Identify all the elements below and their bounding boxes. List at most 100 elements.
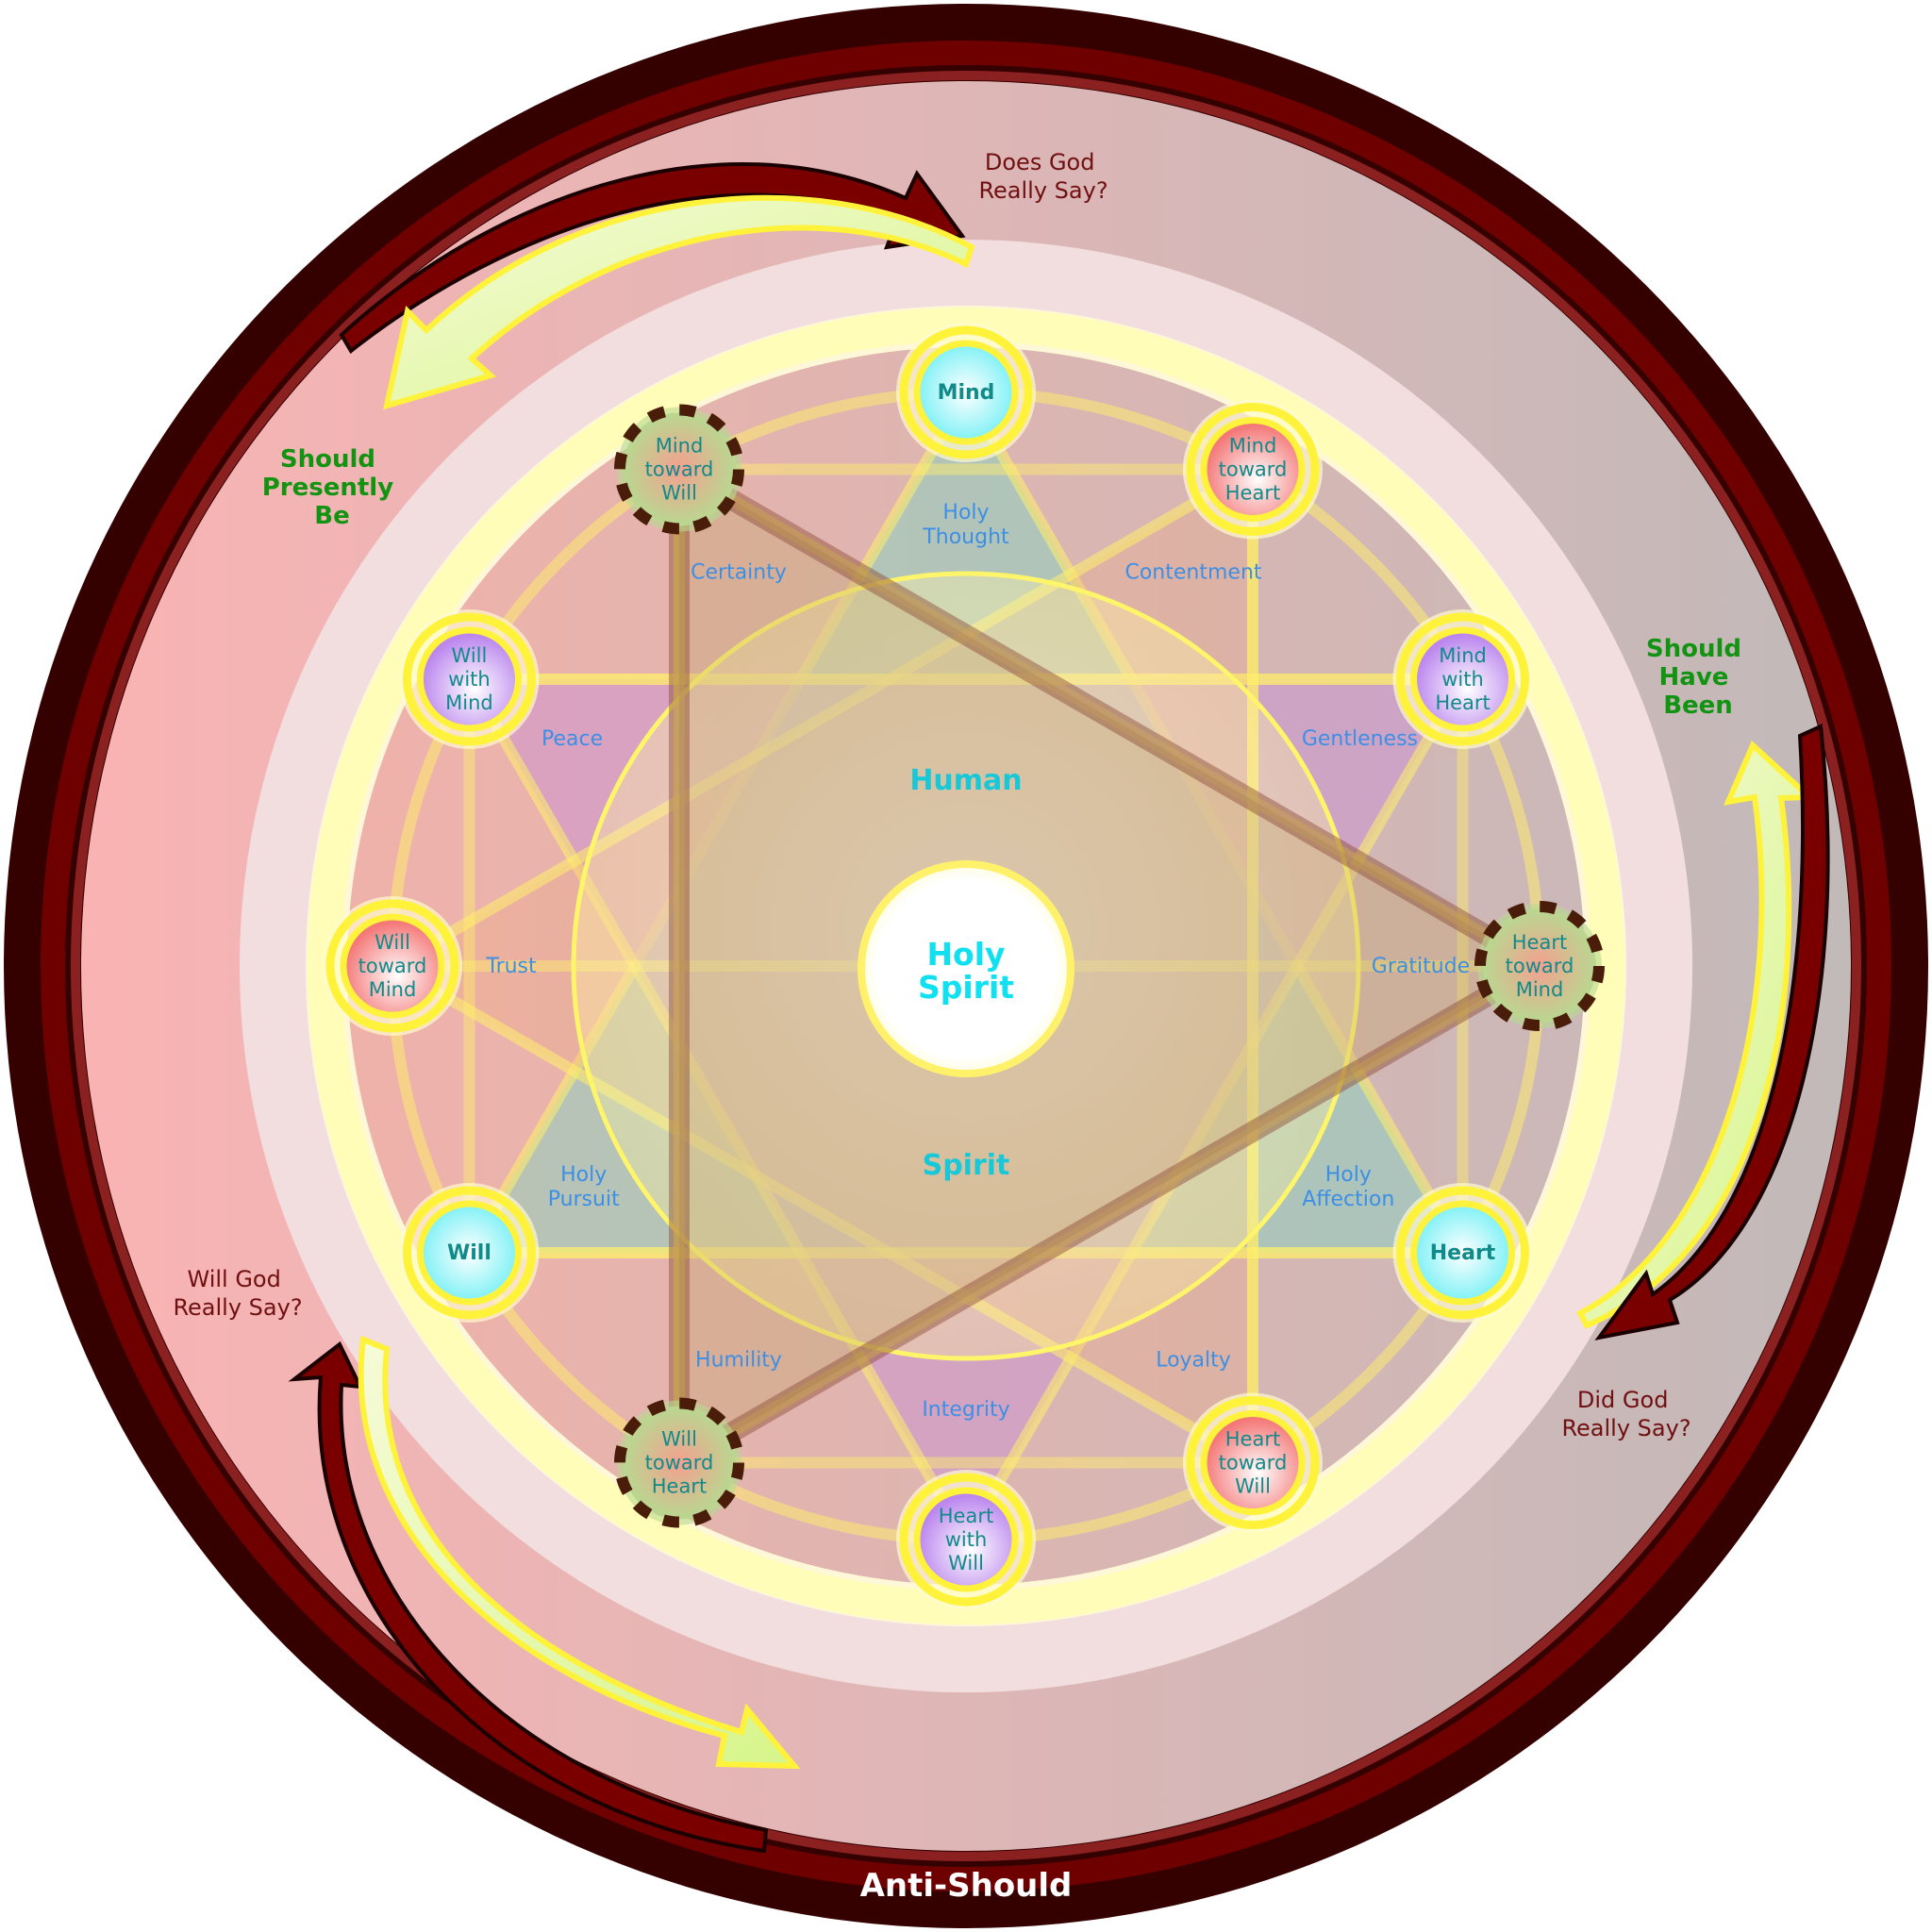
node-will-toward-heart-dashed-border: [614, 1397, 744, 1528]
virtue-holy-affection-line-1: Holy: [1325, 1163, 1372, 1187]
node-heart-toward-will-line-1: Heart: [1225, 1428, 1280, 1451]
node-mind-toward-heart-label: Mind toward Heart: [1219, 434, 1288, 504]
virtue-humility-line-1: Humility: [695, 1348, 782, 1372]
did-god-line-1: Did God: [1577, 1387, 1669, 1413]
virtue-certainty-line-1: Certainty: [691, 561, 787, 585]
node-will-toward-mind-line-2: toward: [358, 955, 427, 977]
node-will-toward-heart-line-2: toward: [645, 1452, 714, 1474]
did-god-label: Did God Really Say?: [1561, 1387, 1690, 1441]
virtue-gratitude: Gratitude: [1372, 955, 1470, 978]
virtue-integrity-line-1: Integrity: [922, 1398, 1009, 1422]
node-mind-toward-will-label: Mind toward Will: [645, 434, 714, 504]
arrow-yellow-left: [358, 1335, 801, 1770]
holy-spirit-label: Holy: [926, 936, 1005, 973]
node-mind-with-heart-line-2: with: [1441, 668, 1484, 691]
node-will-outer-ring: [402, 1186, 536, 1320]
node-will-toward-heart: Will toward Heart: [614, 1397, 744, 1528]
virtue-holy-thought-line-1: Holy: [942, 501, 989, 525]
node-mind-toward-will-line-2: toward: [645, 458, 714, 480]
node-heart-toward-mind: Heart toward Mind: [1474, 901, 1605, 1031]
node-heart-toward-mind-dashed-border: [1474, 901, 1605, 1031]
node-mind-with-heart-outer-ring: [1396, 612, 1530, 746]
does-god-label: Does God Really Say?: [978, 149, 1108, 204]
node-heart-toward-mind-line-2: toward: [1506, 955, 1574, 977]
virtue-loyalty: Loyalty: [1156, 1348, 1231, 1372]
node-mind-toward-heart: Mind toward Heart: [1183, 399, 1323, 540]
node-mind-toward-will-line-1: Mind: [656, 434, 704, 457]
will-god-line-2: Really Say?: [173, 1294, 302, 1321]
node-mind-with-heart-line-3: Heart: [1435, 691, 1490, 714]
virtue-contentment-line-1: Contentment: [1124, 561, 1261, 585]
node-will-label: Will: [447, 1241, 491, 1265]
holy-spirit-label-2: Spirit: [918, 969, 1014, 1006]
node-heart: Heart: [1392, 1183, 1533, 1323]
should-presently-line-3: Be: [314, 502, 349, 530]
node-mind-toward-heart-line-2: toward: [1219, 458, 1288, 480]
virtue-gentleness-line-1: Gentleness: [1302, 727, 1418, 751]
virtue-holy-pursuit-line-1: Holy: [560, 1163, 607, 1187]
node-mind: Mind: [896, 323, 1036, 462]
virtue-holy-pursuit: Holy Pursuit: [548, 1163, 620, 1211]
node-mind-outer-ring: [899, 325, 1033, 459]
node-heart-toward-will: Heart toward Will: [1183, 1392, 1323, 1533]
node-heart-with-will-line-2: with: [945, 1528, 988, 1551]
node-will-toward-heart-fill: [623, 1406, 736, 1520]
node-heart-toward-mind-label: Heart toward Mind: [1506, 931, 1574, 1001]
node-heart-toward-will-label: Heart toward Will: [1219, 1428, 1288, 1498]
cycle-arrows: [288, 162, 1830, 1854]
node-will-toward-mind-line-3: Mind: [369, 978, 417, 1001]
node-heart-with-will: Heart with Will: [896, 1470, 1036, 1609]
arrow-red-right: [1594, 724, 1830, 1341]
will-god-label: Will God Really Say?: [173, 1266, 302, 1321]
should-have-been-label: Should Have Been: [1646, 635, 1750, 720]
node-mind-fill: [913, 340, 1019, 445]
node-heart-with-will-outer-ring: [899, 1473, 1033, 1607]
did-god-line-2: Really Say?: [1561, 1415, 1690, 1441]
should-have-been-line-2: Have: [1659, 663, 1729, 691]
does-god-line-1: Does God: [985, 149, 1095, 175]
virtue-contentment: Contentment: [1124, 561, 1261, 585]
node-heart-with-will-line-3: Will: [948, 1552, 984, 1574]
virtue-holy-affection-line-2: Affection: [1302, 1188, 1394, 1211]
node-will-with-mind-fill: [416, 626, 522, 732]
should-presently-be-label: Should Presently Be: [262, 445, 402, 530]
does-god-line-2: Really Say?: [978, 177, 1108, 204]
virtue-peace-line-1: Peace: [541, 727, 603, 751]
node-mind-toward-heart-line-1: Mind: [1229, 434, 1277, 457]
node-heart-toward-will-line-2: toward: [1219, 1452, 1288, 1474]
virtue-gentleness: Gentleness: [1302, 727, 1418, 751]
node-will-toward-mind-outer-ring: [325, 899, 459, 1033]
virtue-certainty: Certainty: [691, 561, 787, 585]
node-will-with-mind-line-1: Will: [452, 644, 488, 667]
node-heart-label: Heart: [1430, 1241, 1496, 1265]
dashed-triangle: [669, 458, 1550, 1474]
virtue-humility: Humility: [695, 1348, 782, 1372]
arrow-yellow-top: [382, 194, 975, 410]
virtue-holy-thought-line-2: Thought: [922, 525, 1009, 549]
node-heart-toward-will-outer-ring: [1186, 1396, 1320, 1530]
will-god-line-1: Will God: [188, 1266, 281, 1292]
node-mind-with-heart-line-1: Mind: [1439, 644, 1487, 667]
node-mind-label: Mind: [938, 381, 995, 405]
node-will-with-mind-line-3: Mind: [445, 691, 493, 714]
holy-spirit-core: [858, 860, 1074, 1077]
holy-spirit-line-2: Spirit: [918, 969, 1014, 1006]
node-mind-toward-heart-outer-ring: [1186, 402, 1320, 536]
node-heart-fill: [1410, 1200, 1516, 1306]
outer-red-ring-inner: [71, 71, 1861, 1861]
node-heart-with-will-label: Heart with Will: [939, 1505, 993, 1574]
node-heart-toward-mind-fill: [1483, 909, 1596, 1023]
virtue-peace: Peace: [541, 727, 603, 751]
should-presently-line-1: Should: [280, 445, 375, 474]
holy-spirit-line-1: Holy: [926, 936, 1005, 973]
node-will-toward-heart-label: Will toward Heart: [645, 1428, 714, 1498]
node-mind-toward-will-dashed-border: [614, 404, 744, 535]
spirit-label: Spirit: [923, 1149, 1010, 1182]
node-mind-line-1: Mind: [938, 381, 995, 405]
node-mind-with-heart-label: Mind with Heart: [1435, 644, 1490, 714]
node-mind-with-heart-fill: [1410, 626, 1516, 732]
node-heart-toward-will-fill: [1200, 1410, 1306, 1516]
